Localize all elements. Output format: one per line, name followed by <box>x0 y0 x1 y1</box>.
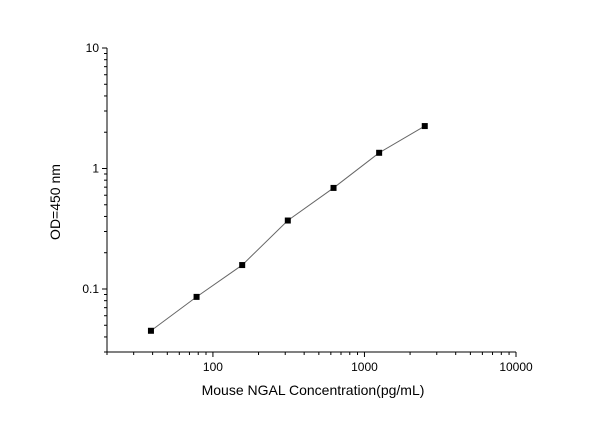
y-axis-title: OD=450 nm <box>47 164 63 240</box>
data-point <box>330 184 337 191</box>
series-connect-line <box>150 125 426 332</box>
series-line <box>150 125 426 332</box>
data-point <box>193 293 200 300</box>
data-point <box>376 149 383 156</box>
x-axis-title: Mouse NGAL Concentration(pg/mL) <box>202 382 425 398</box>
x-tick-label: 1000 <box>351 360 378 374</box>
x-tick-label: 100 <box>203 360 223 374</box>
data-point <box>284 217 291 224</box>
y-tick-label: 10 <box>86 41 100 55</box>
axes <box>106 48 516 353</box>
data-point <box>239 262 246 269</box>
y-tick-label: 1 <box>92 161 99 175</box>
data-points <box>147 123 428 334</box>
y-tick-label: 0.1 <box>82 282 99 296</box>
ticks: 100 1000 10000 0.1 1 10 <box>82 41 533 374</box>
data-point <box>421 123 428 130</box>
data-point <box>147 327 154 334</box>
x-tick-label: 10000 <box>499 360 533 374</box>
